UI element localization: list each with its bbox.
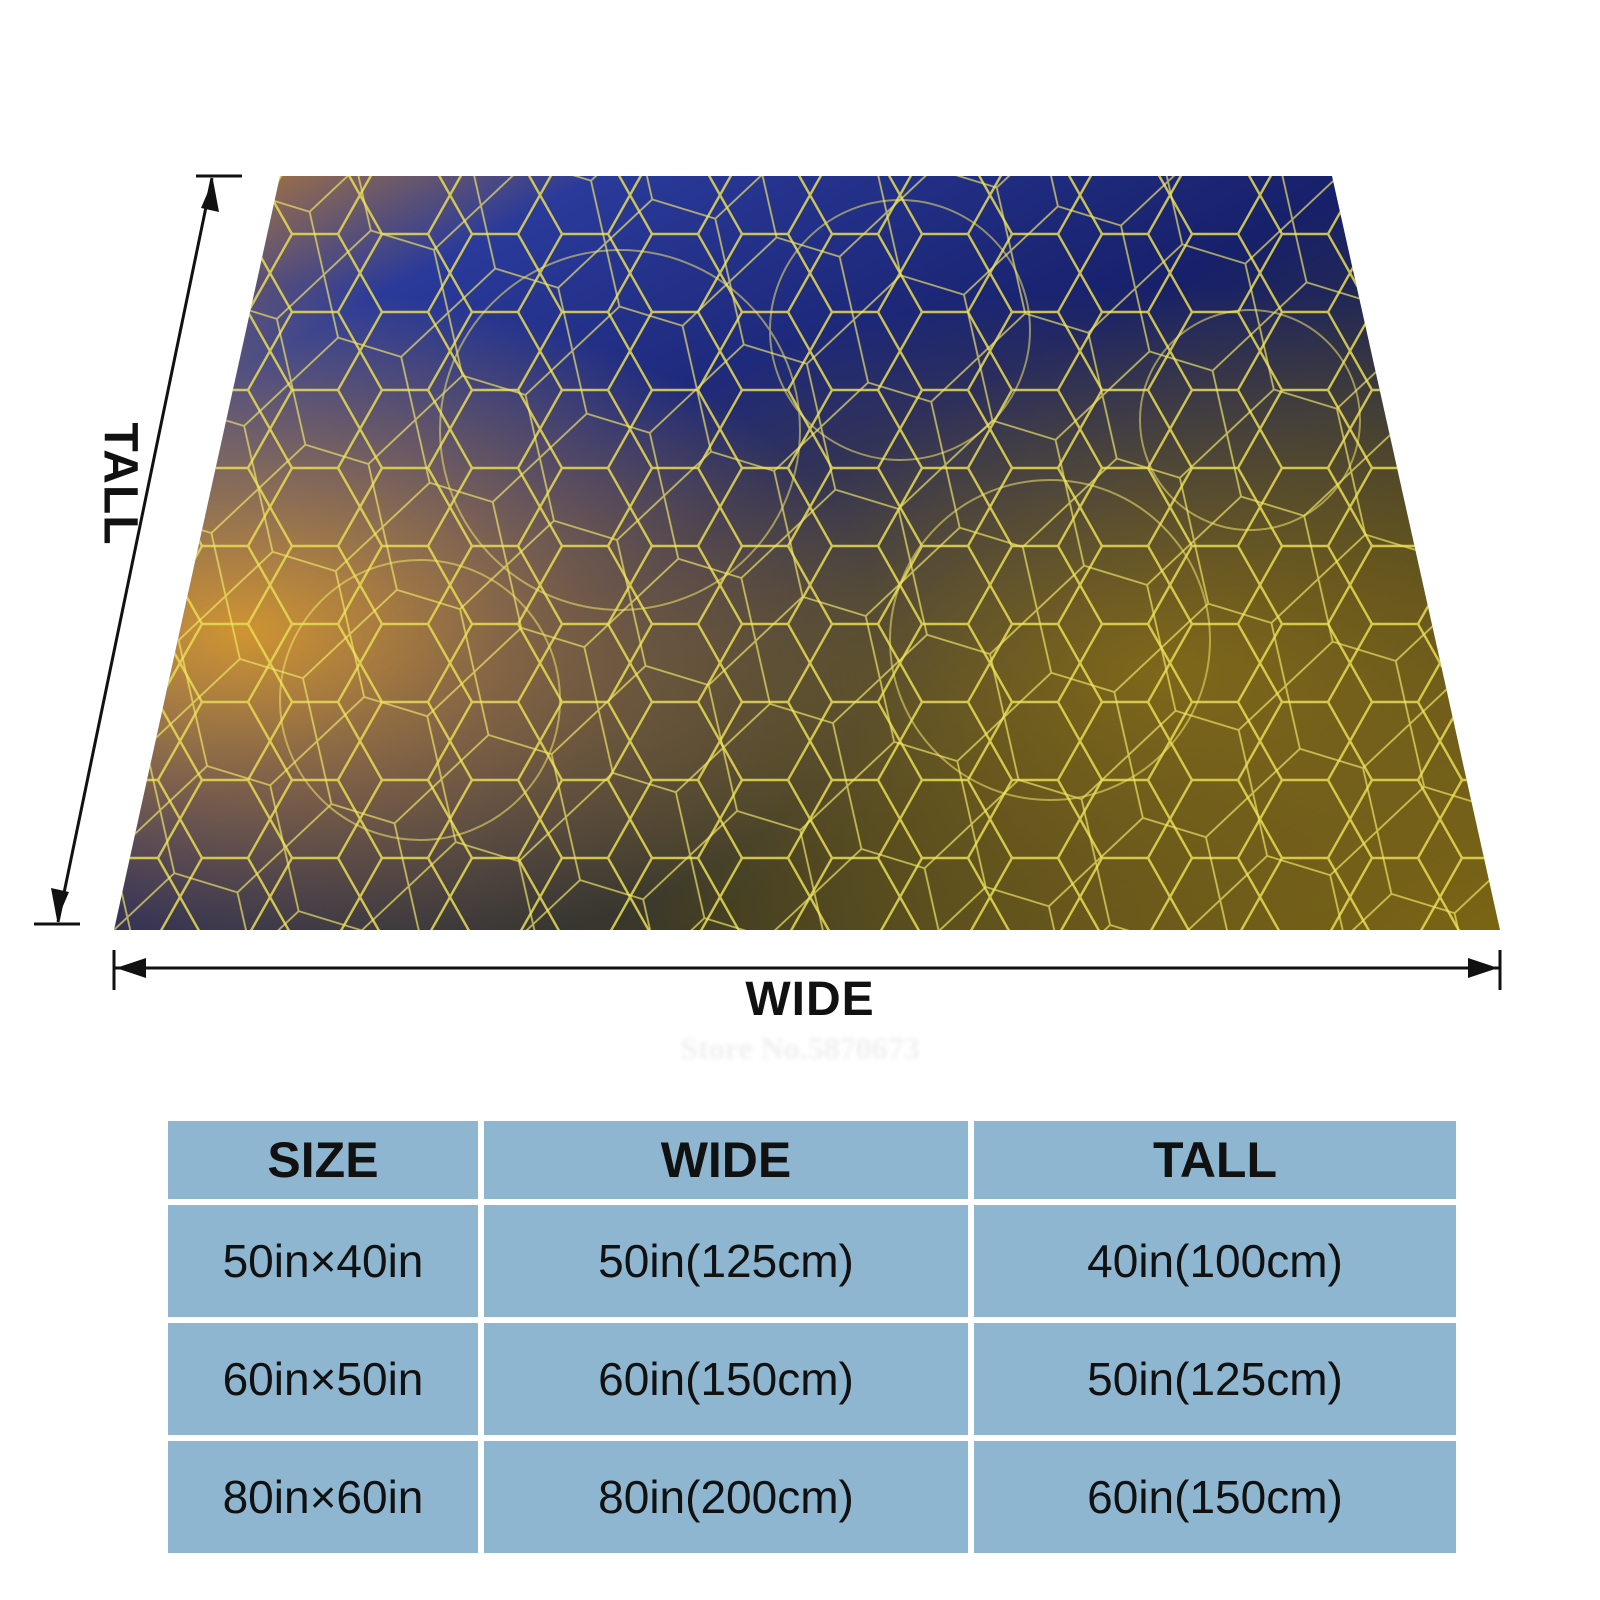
size-cell: 60in×50in xyxy=(162,1317,484,1441)
wide-cell: 60in(150cm) xyxy=(478,1317,974,1441)
table-row: 60in×50in 60in(150cm) 50in(125cm) xyxy=(162,1317,1462,1441)
table-row: 50in×40in 50in(125cm) 40in(100cm) xyxy=(162,1199,1462,1323)
wide-label: WIDE xyxy=(745,973,875,1026)
size-cell: 50in×40in xyxy=(162,1199,484,1323)
table-header-row: SIZE WIDE TALL xyxy=(162,1115,1462,1205)
size-table: SIZE WIDE TALL 50in×40in 50in(125cm) 40i… xyxy=(162,1115,1462,1559)
blanket-image xyxy=(114,176,1500,930)
wide-dimension-arrow xyxy=(112,950,1502,990)
tall-cell: 50in(125cm) xyxy=(968,1317,1462,1441)
tall-dimension-arrow xyxy=(34,174,242,926)
tall-cell: 60in(150cm) xyxy=(968,1435,1462,1559)
tall-cell: 40in(100cm) xyxy=(968,1199,1462,1323)
blanket-figure xyxy=(34,174,1502,990)
wide-cell: 50in(125cm) xyxy=(478,1199,974,1323)
header-size: SIZE xyxy=(162,1115,484,1205)
size-cell: 80in×60in xyxy=(162,1435,484,1559)
header-tall: TALL xyxy=(968,1115,1462,1205)
header-wide: WIDE xyxy=(478,1115,974,1205)
wide-cell: 80in(200cm) xyxy=(478,1435,974,1559)
store-watermark: Store No.5870673 xyxy=(680,1030,920,1066)
tall-label: TALL xyxy=(93,422,147,546)
table-row: 80in×60in 80in(200cm) 60in(150cm) xyxy=(162,1435,1462,1559)
